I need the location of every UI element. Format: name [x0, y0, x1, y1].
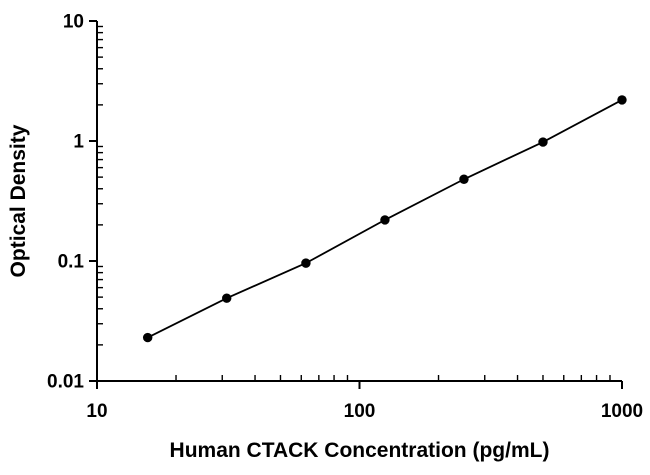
y-tick-label: 1	[73, 132, 84, 153]
y-tick-label: 0.1	[58, 252, 85, 273]
x-tick-label: 1000	[601, 401, 643, 422]
data-point	[459, 174, 469, 184]
y-tick-label: 0.01	[47, 372, 84, 393]
data-point	[380, 215, 390, 225]
x-tick-label: 10	[86, 401, 107, 422]
chart-layer: 10 100 1000 0.01 0.1 1 10	[47, 12, 643, 423]
data-point	[222, 293, 232, 303]
y-axis-title: Optical Density	[7, 124, 30, 277]
data-point	[617, 95, 627, 105]
y-tick-label: 10	[63, 12, 84, 33]
x-axis-title: Human CTACK Concentration (pg/mL)	[170, 439, 550, 462]
x-tick-label: 100	[344, 401, 376, 422]
data-point	[538, 137, 548, 147]
data-point	[142, 332, 153, 343]
data-point	[301, 258, 311, 268]
